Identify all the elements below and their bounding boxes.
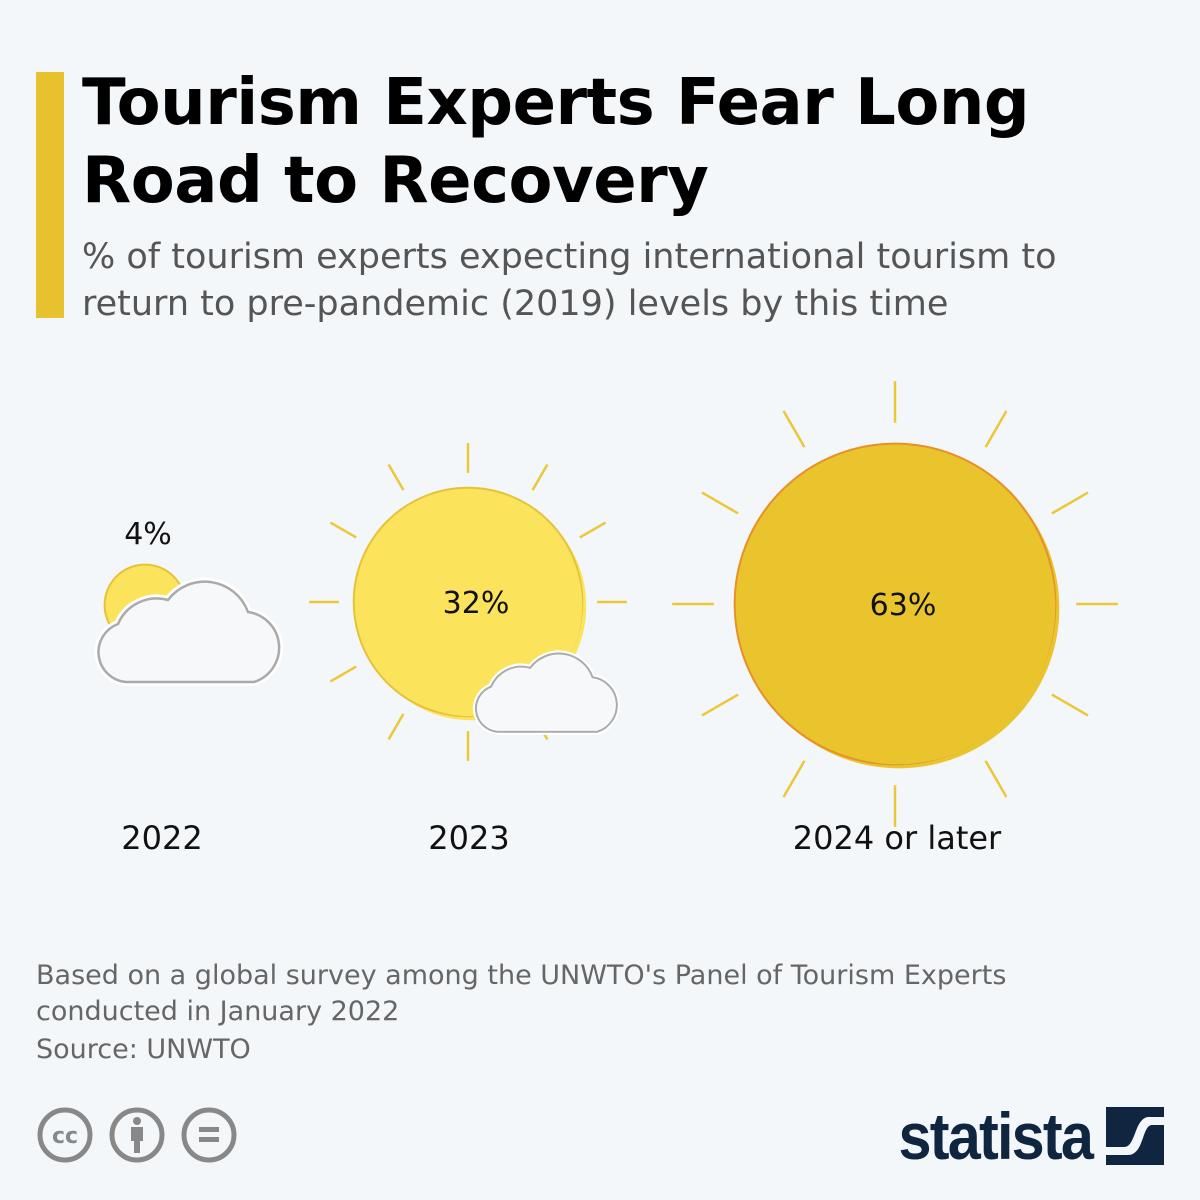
sun-2022: 4% 2022 xyxy=(94,517,284,857)
cc-icon: cc xyxy=(37,1107,93,1163)
sun-ray xyxy=(701,693,739,717)
data-label: 63% xyxy=(870,588,937,623)
category-label: 2023 xyxy=(428,819,509,857)
category-label: 2022 xyxy=(121,819,202,857)
chart: 4% 2022 32% 2023 63% 2024 or later xyxy=(94,381,1118,857)
sun-ray xyxy=(701,491,739,515)
brand-name: statista xyxy=(898,1099,1093,1173)
statista-logo: statista xyxy=(877,1098,1164,1174)
license-icons: cc xyxy=(36,1106,238,1164)
sun-ray xyxy=(782,410,806,448)
attribution-icon xyxy=(109,1107,165,1163)
sun-ray xyxy=(387,713,405,741)
statista-logo-icon xyxy=(1106,1107,1164,1165)
data-label: 4% xyxy=(124,517,172,552)
page-subtitle: % of tourism experts expecting internati… xyxy=(82,237,1057,324)
svg-text:cc: cc xyxy=(52,1124,78,1149)
cloud-icon xyxy=(472,650,620,735)
sun-ray xyxy=(984,410,1008,448)
cloud-icon xyxy=(94,577,284,686)
sun-ray xyxy=(1051,693,1089,717)
source: Source: UNWTO xyxy=(36,1034,251,1065)
sun-ray xyxy=(531,463,549,491)
sun-ray xyxy=(329,665,357,683)
sun-ray xyxy=(1051,491,1089,515)
page-title: Tourism Experts Fear Long Road to Recove… xyxy=(82,66,1030,218)
sun-2023: 32% 2023 xyxy=(309,443,627,857)
no-derivatives-icon xyxy=(181,1107,237,1163)
category-label: 2024 or later xyxy=(793,819,1002,857)
survey-note: Based on a global survey among the UNWTO… xyxy=(36,960,1007,1027)
sun-ray xyxy=(387,463,405,491)
title-accent-bar xyxy=(36,72,64,318)
sun-ray xyxy=(984,760,1008,798)
sun-ray xyxy=(579,521,607,539)
sun-ray xyxy=(782,760,806,798)
sun-2024-or-later: 63% 2024 or later xyxy=(672,381,1118,857)
sun-ray xyxy=(329,521,357,539)
sun-fill xyxy=(740,449,1056,765)
data-label: 32% xyxy=(443,586,510,621)
sun-fill xyxy=(359,493,583,717)
